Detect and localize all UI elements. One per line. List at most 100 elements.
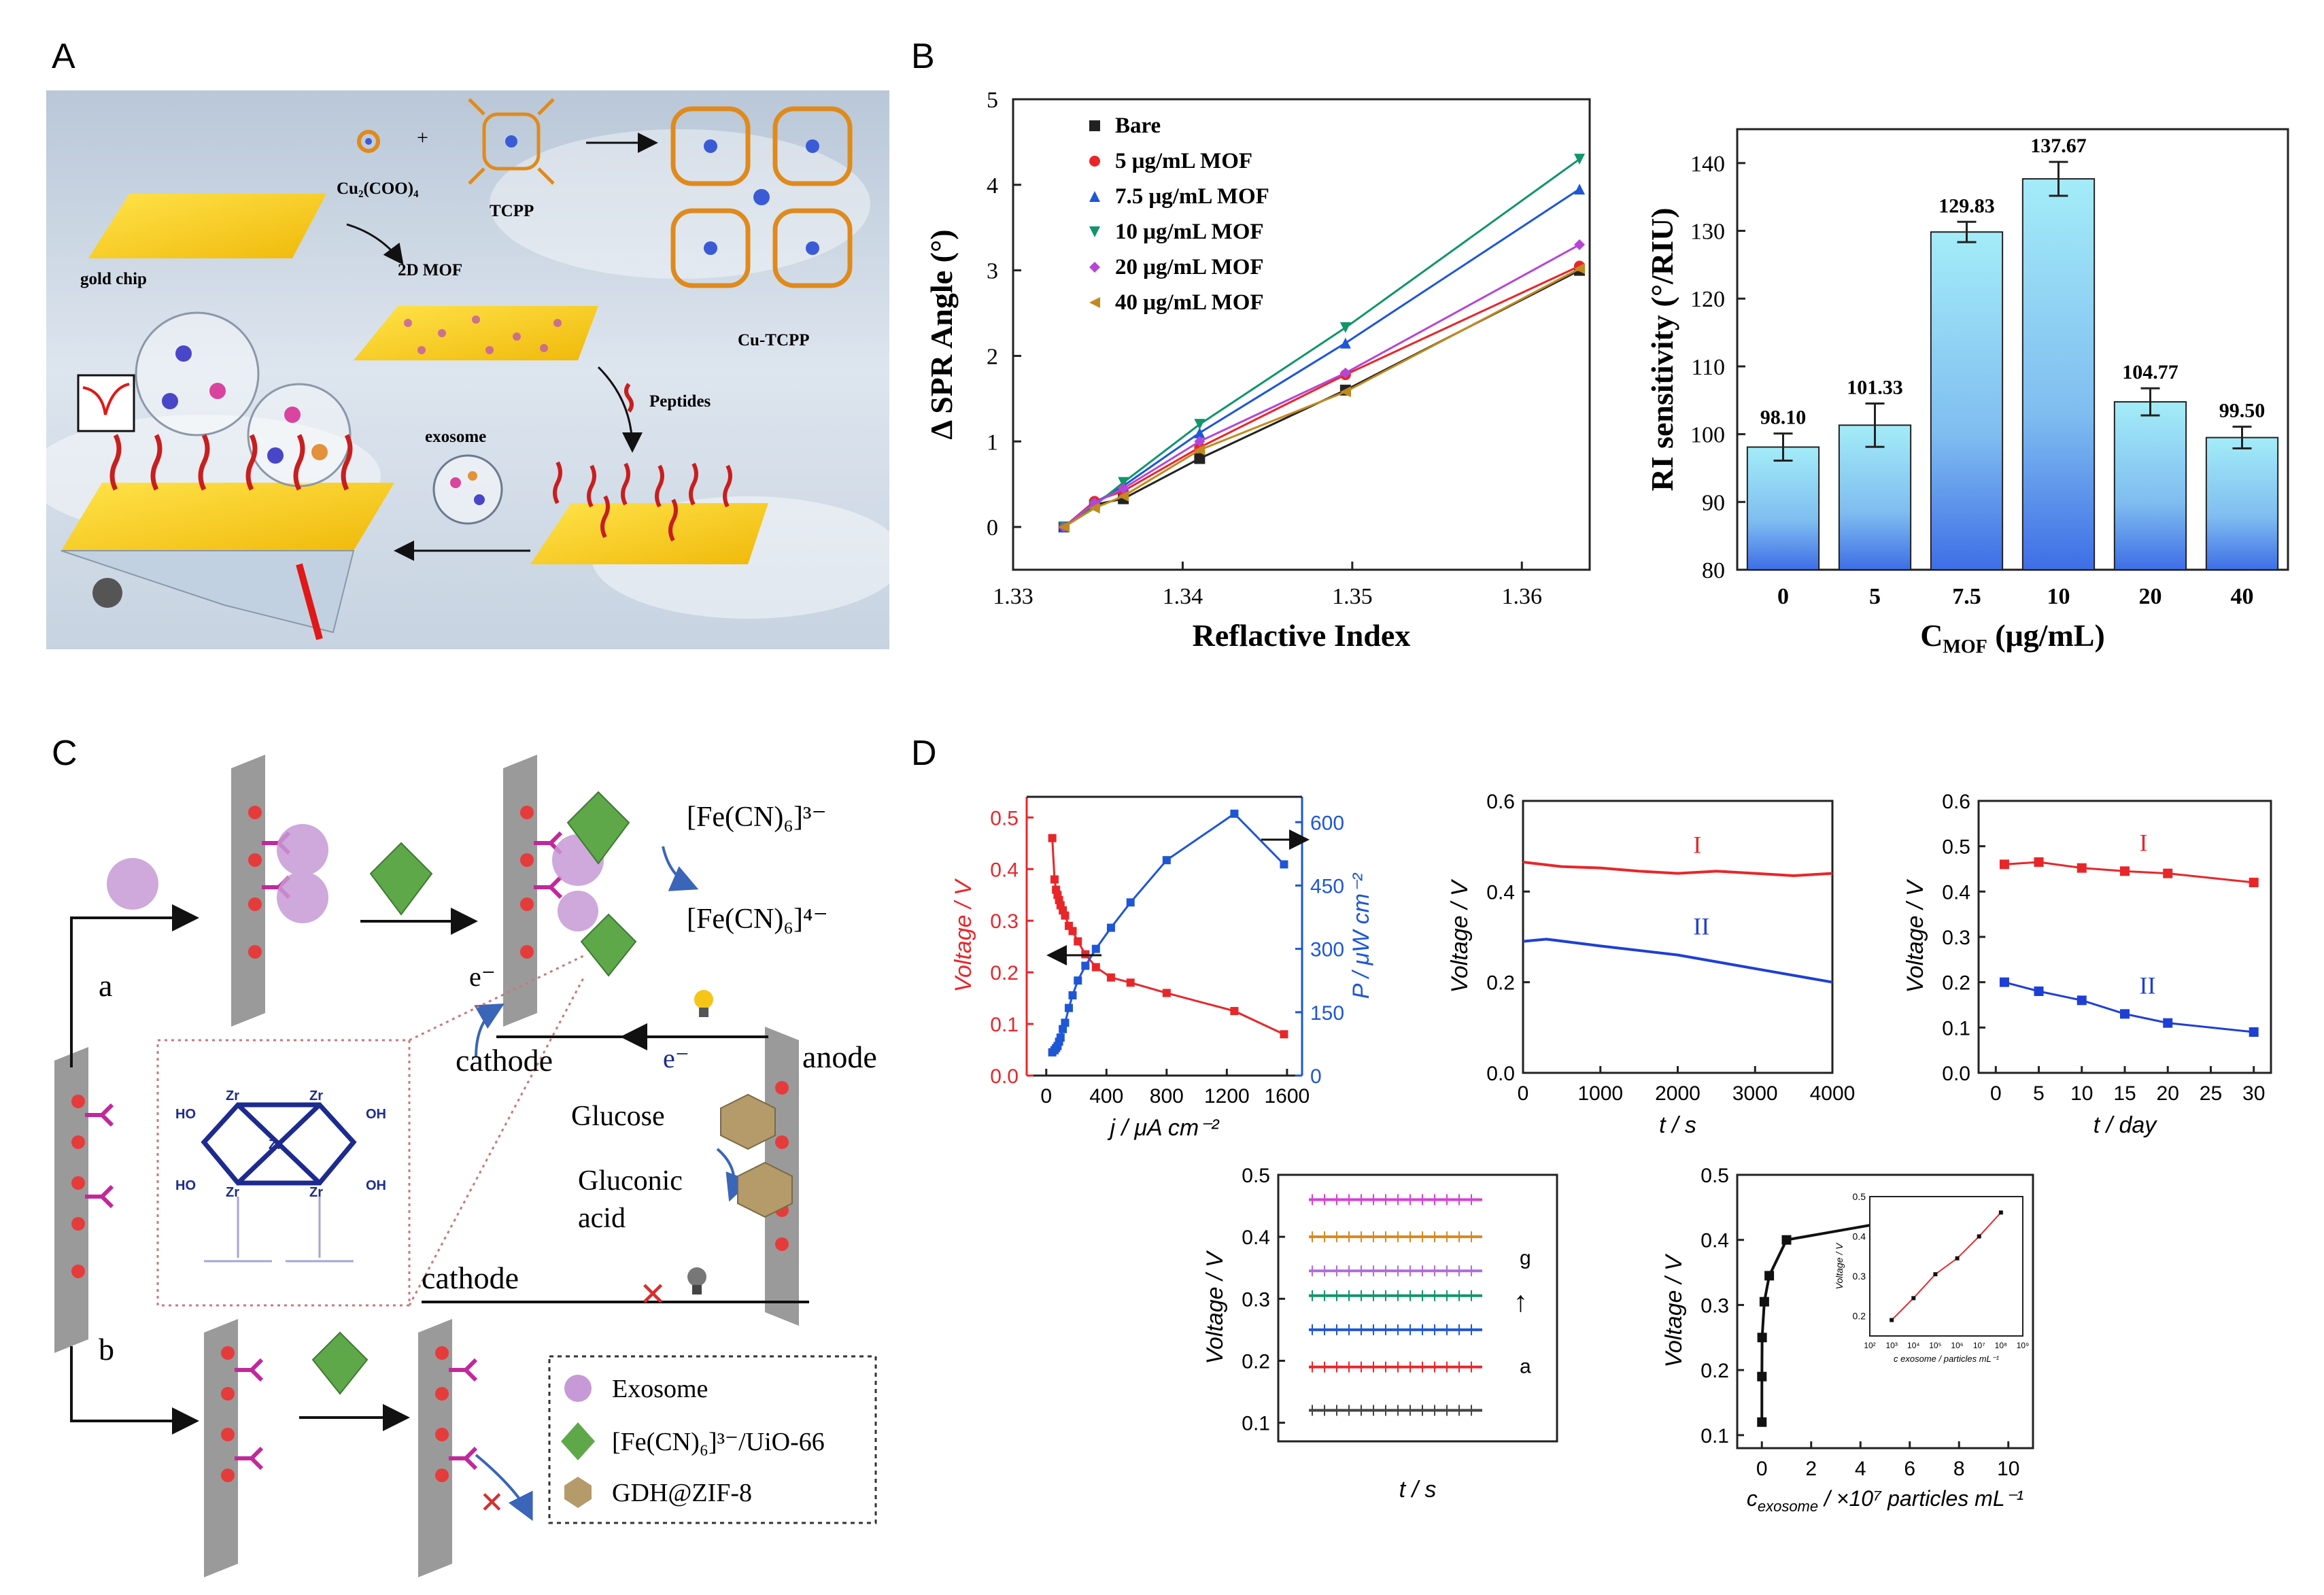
prism	[61, 550, 355, 634]
series-line	[1522, 861, 1833, 878]
y-tick-label: 0.2	[1701, 1360, 1729, 1382]
data-point	[1781, 1235, 1792, 1245]
y-tick-label: 0.4	[990, 859, 1019, 881]
zif8-crystal-2	[737, 1161, 793, 1218]
data-point	[1574, 239, 1586, 250]
power-point	[1061, 1018, 1070, 1027]
data-point	[2249, 878, 2259, 887]
data-point	[2077, 863, 2087, 873]
lightbulb-off-icon	[687, 1267, 706, 1294]
y-tick-label: 0.4	[1701, 1230, 1729, 1252]
zr-label-2: Zr	[309, 1088, 323, 1103]
data-point	[1194, 419, 1206, 430]
panel-a-schematic: Cu₂(COO)₄ + TCPP Cu-TCPP gold chip 2D MO…	[27, 90, 904, 649]
legend-label: 10 μg/mL MOF	[1115, 220, 1264, 244]
cu-tcpp-lattice-icon	[670, 106, 853, 288]
series-label: II	[1693, 913, 1709, 940]
y-tick-label: 130	[1690, 220, 1725, 245]
x-tick-label: 5	[2033, 1082, 2045, 1105]
y2-tick-label: 450	[1310, 875, 1344, 897]
panel-label-b: B	[911, 37, 935, 76]
bar-value-label: 99.50	[2219, 400, 2266, 422]
power-point	[1068, 991, 1077, 999]
y-tick-label: 0.2	[1486, 972, 1515, 995]
x-tick-label: 20	[2157, 1082, 2179, 1105]
data-point	[2120, 1009, 2130, 1019]
voltage-point	[1068, 927, 1077, 936]
voltage-point	[1091, 963, 1100, 972]
uio66-octahedron-3	[580, 913, 637, 977]
data-point	[2034, 987, 2044, 996]
electrode-plate-main	[54, 1047, 88, 1353]
reagent-1-label: Cu₂(COO)₄	[337, 179, 419, 198]
x-tick-label: 10	[2070, 1082, 2093, 1105]
inset-point	[1998, 1210, 2003, 1215]
oh-label-2: OH	[366, 1178, 386, 1193]
bar-value-label: 98.10	[1760, 407, 1807, 429]
power-line	[1051, 812, 1285, 1053]
inset-y-tick-label: 0.5	[1853, 1191, 1866, 1202]
x-tick-label: 800	[1150, 1085, 1184, 1108]
voltage-point	[1050, 875, 1059, 884]
y-tick-label: 100	[1690, 423, 1725, 448]
data-point	[1764, 1271, 1775, 1281]
y-tick-label: 120	[1690, 287, 1725, 312]
inset-y-tick-label: 0.4	[1853, 1231, 1866, 1242]
bar	[1930, 231, 2004, 570]
gluconic-label: Gluconic	[578, 1165, 683, 1197]
x-tick-label: 0	[1990, 1082, 2002, 1105]
x-axis-label: CMOF (μg/mL)	[1920, 618, 2105, 657]
data-point	[1118, 490, 1129, 502]
sensor-chip	[61, 483, 394, 551]
y-tick-label: 0.0	[1942, 1063, 1970, 1085]
series-line	[1063, 267, 1580, 528]
y-tick-label: 0.1	[1242, 1413, 1270, 1435]
y-axis-label: Voltage / V	[1902, 878, 1928, 993]
exosome-label: exosome	[425, 428, 486, 446]
power-point	[1081, 961, 1090, 970]
y-tick-label: 0.3	[1942, 927, 1970, 949]
x-tick-label: 7.5	[1952, 584, 1981, 609]
data-point	[1759, 1297, 1769, 1307]
x-tick-label: 0	[1756, 1458, 1768, 1480]
x-tick-label: 1.36	[1501, 584, 1542, 609]
x-tick-label: 40	[2231, 584, 2254, 609]
x-tick-label: 1600	[1264, 1085, 1310, 1108]
x-tick-label: 10	[2047, 584, 2070, 609]
chart-d-calibration: 0.1 0.2 0.3 0.4 0.5 0 2 4 6 8 10 cexosome / ×10⁷ pa…	[1661, 1165, 2034, 1515]
x-tick-label: 4	[1855, 1458, 1866, 1480]
inset-y-tick-label: 0.2	[1853, 1311, 1866, 1322]
y-axis-label: RI sensitivity (°/RIU)	[1645, 207, 1679, 491]
x-tick-label: 1000	[1577, 1082, 1623, 1105]
inset-y-label: Voltage / V	[1834, 1242, 1845, 1290]
x-axis-label: t / s	[1399, 1477, 1437, 1503]
data-point	[1118, 483, 1129, 494]
power-point	[1126, 898, 1135, 907]
y-tick-label: 0.4	[1486, 881, 1515, 904]
y2-tick-label: 300	[1310, 939, 1344, 961]
data-point	[1574, 154, 1586, 165]
gold-chip	[88, 194, 326, 258]
blocked-mark-2: ✕	[479, 1486, 505, 1520]
inset-point	[1911, 1296, 1916, 1301]
y-tick-label: 0	[987, 515, 998, 541]
legend-exosome-icon	[564, 1375, 592, 1402]
y-tick-label: 2	[987, 344, 998, 369]
zif8-crystal-1	[720, 1093, 776, 1150]
data-point	[1999, 977, 2009, 987]
inset-x-tick-label: 10⁹	[2017, 1341, 2030, 1350]
data-point	[2120, 866, 2130, 876]
tcpp-molecule-icon	[468, 98, 555, 185]
data-point	[1339, 337, 1351, 349]
y-tick-label: 0.4	[1242, 1227, 1270, 1249]
y-tick-label: 4	[987, 173, 998, 199]
panel-c-legend	[548, 1355, 877, 1524]
series-line	[2004, 981, 2254, 1033]
y-axis-label: Voltage / V	[951, 878, 976, 992]
data-point	[1574, 263, 1586, 275]
bar	[1746, 446, 1820, 571]
data-point	[2034, 857, 2044, 867]
spr-curve-inset	[77, 374, 135, 432]
x-axis-label: Reflactive Index	[1193, 618, 1411, 653]
legend-marker	[1089, 156, 1100, 167]
